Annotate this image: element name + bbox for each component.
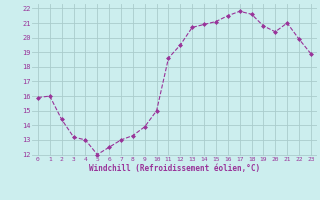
X-axis label: Windchill (Refroidissement éolien,°C): Windchill (Refroidissement éolien,°C)	[89, 164, 260, 173]
